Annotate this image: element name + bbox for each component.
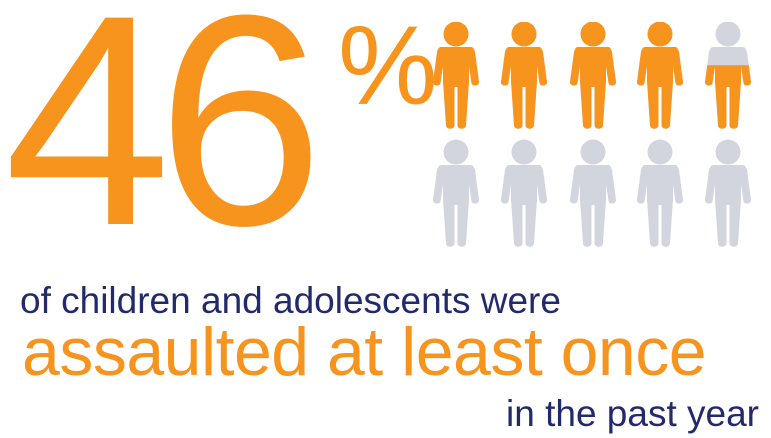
- child-figure-icon: [432, 139, 480, 247]
- statement-line-one: of children and adolescents were: [20, 280, 561, 321]
- child-figure-icon: [569, 22, 617, 129]
- child-figure-icon: [432, 22, 480, 129]
- child-figure-icon: [704, 22, 752, 129]
- child-figure-icon: [500, 139, 548, 247]
- child-figure-icon: [704, 139, 752, 247]
- statement-line-three: in the past year: [506, 393, 759, 434]
- statement-line-two: assaulted at least once: [22, 314, 707, 390]
- percent-sign: %: [338, 3, 438, 128]
- child-figure-icon: [636, 22, 684, 129]
- child-pictogram: [432, 22, 752, 247]
- headline-percentage: 46: [4, 0, 324, 288]
- child-figure-icon: [500, 22, 548, 129]
- child-figure-icon: [569, 139, 617, 247]
- child-figure-icon: [636, 139, 684, 247]
